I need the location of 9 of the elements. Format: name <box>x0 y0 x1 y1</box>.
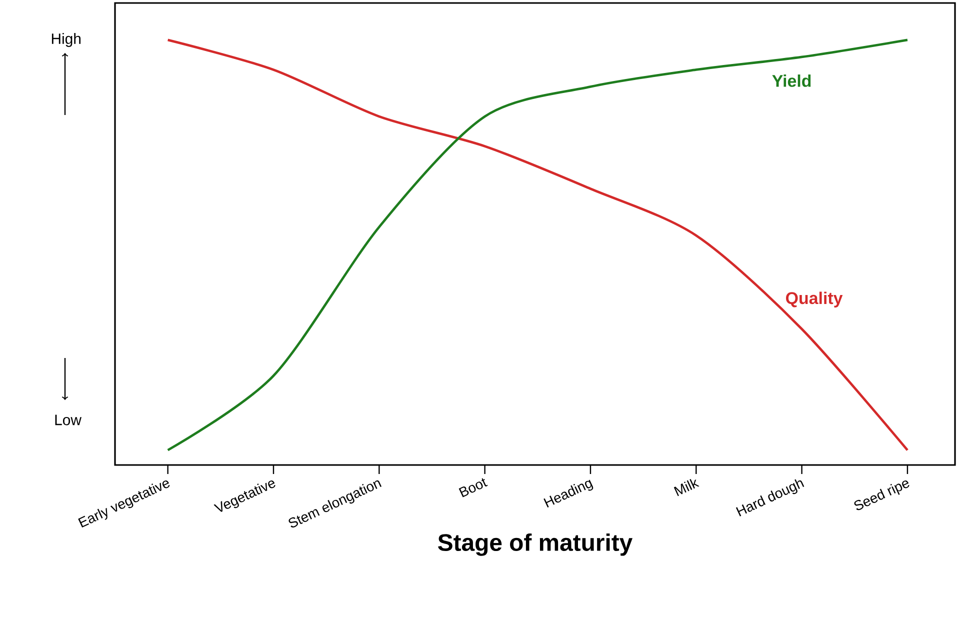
series-label: Quality <box>786 292 843 308</box>
x-tick-label: Milk <box>674 478 700 496</box>
x-axis-title: Stage of maturity <box>438 533 633 556</box>
text: High <box>52 33 81 47</box>
x-tick-label: Boot <box>458 478 488 498</box>
text: Low <box>55 414 82 426</box>
series-label: Yield <box>772 74 811 87</box>
x-tick-label: Seed ripe <box>854 480 910 510</box>
x-tick-label: Hard dough <box>736 479 804 516</box>
